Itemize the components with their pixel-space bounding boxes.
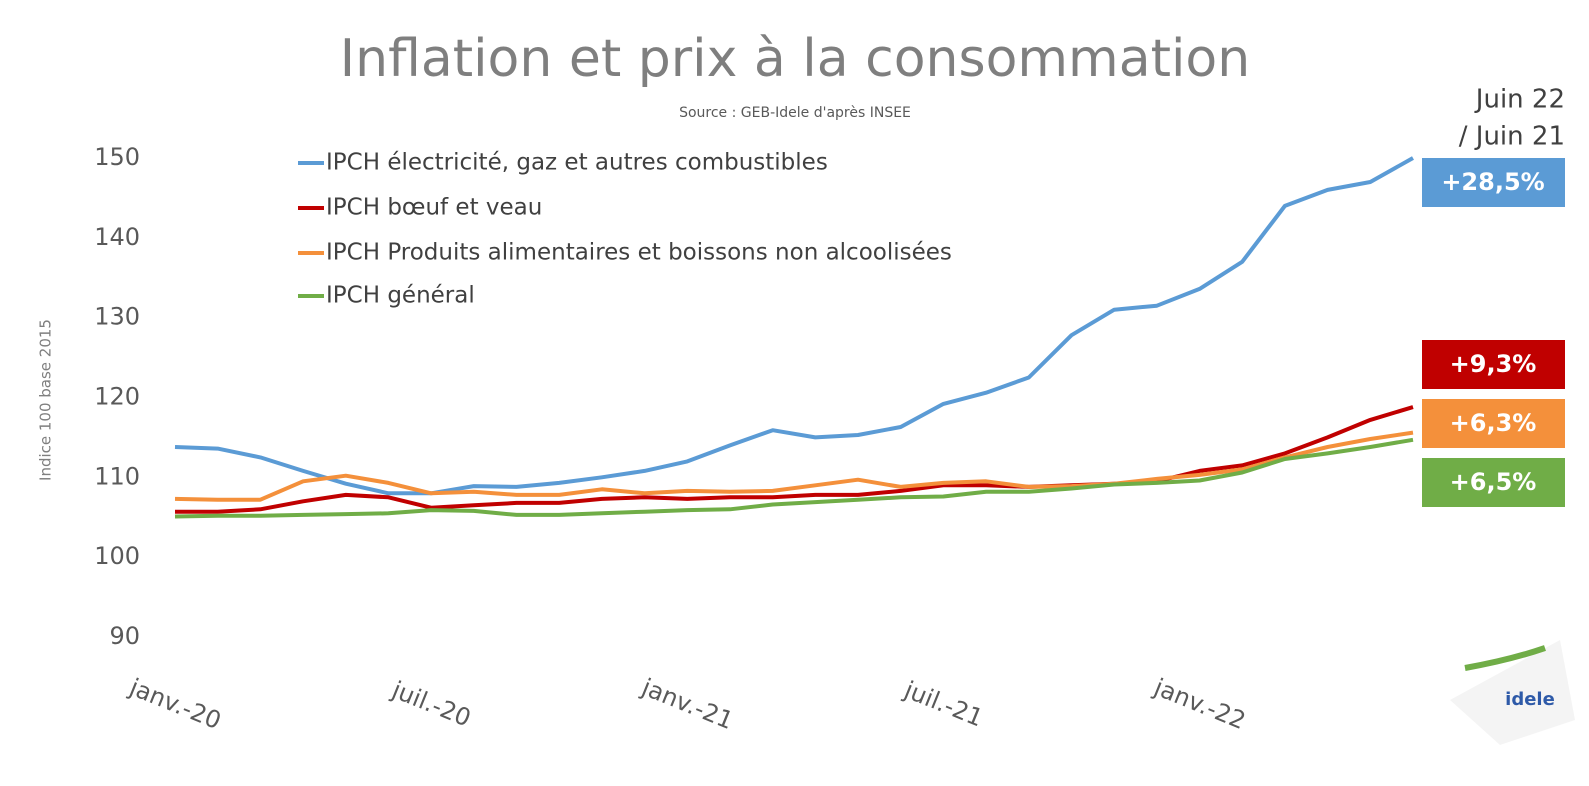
x-tick-label: juil.-21	[900, 675, 987, 732]
y-tick-label: 130	[94, 303, 140, 331]
comparison-label: Juin 22	[1474, 85, 1565, 115]
x-tick-label: janv.-21	[637, 673, 737, 735]
legend-label: IPCH général	[326, 283, 475, 309]
y-tick-label: 90	[109, 622, 140, 650]
legend-label: IPCH bœuf et veau	[326, 195, 542, 221]
chart-title: Inflation et prix à la consommation	[340, 29, 1250, 89]
chart-subtitle: Source : GEB-Idele d'après INSEE	[679, 105, 911, 121]
change-label: +9,3%	[1450, 350, 1537, 378]
change-badge	[1422, 340, 1565, 389]
change-badge	[1422, 458, 1565, 507]
x-tick-label: juil.-20	[387, 675, 474, 732]
logo-swoosh	[1464, 645, 1546, 671]
change-label: +28,5%	[1441, 168, 1544, 196]
series-line	[175, 405, 1414, 514]
y-tick-label: 110	[94, 462, 140, 490]
y-tick-label: 150	[94, 143, 140, 171]
change-badge	[1422, 399, 1565, 448]
comparison-label: / Juin 21	[1459, 122, 1565, 152]
series-line	[174, 430, 1414, 502]
series-line	[174, 437, 1414, 519]
change-label: +6,5%	[1450, 468, 1537, 496]
logo: idele	[1505, 689, 1555, 710]
y-axis-label: Indice 100 base 2015	[37, 319, 55, 481]
change-badge	[1422, 158, 1565, 207]
x-tick-label: janv.-20	[125, 673, 225, 735]
x-tick-label: janv.-22	[1149, 673, 1249, 735]
y-tick-label: 100	[94, 542, 140, 570]
change-label: +6,3%	[1450, 409, 1537, 437]
logo-bg	[1450, 640, 1575, 745]
legend-label: IPCH électricité, gaz et autres combusti…	[326, 150, 828, 176]
y-tick-label: 120	[94, 383, 140, 411]
y-tick-label: 140	[94, 223, 140, 251]
series-line	[174, 156, 1414, 496]
legend-label: IPCH Produits alimentaires et boissons n…	[326, 240, 952, 266]
